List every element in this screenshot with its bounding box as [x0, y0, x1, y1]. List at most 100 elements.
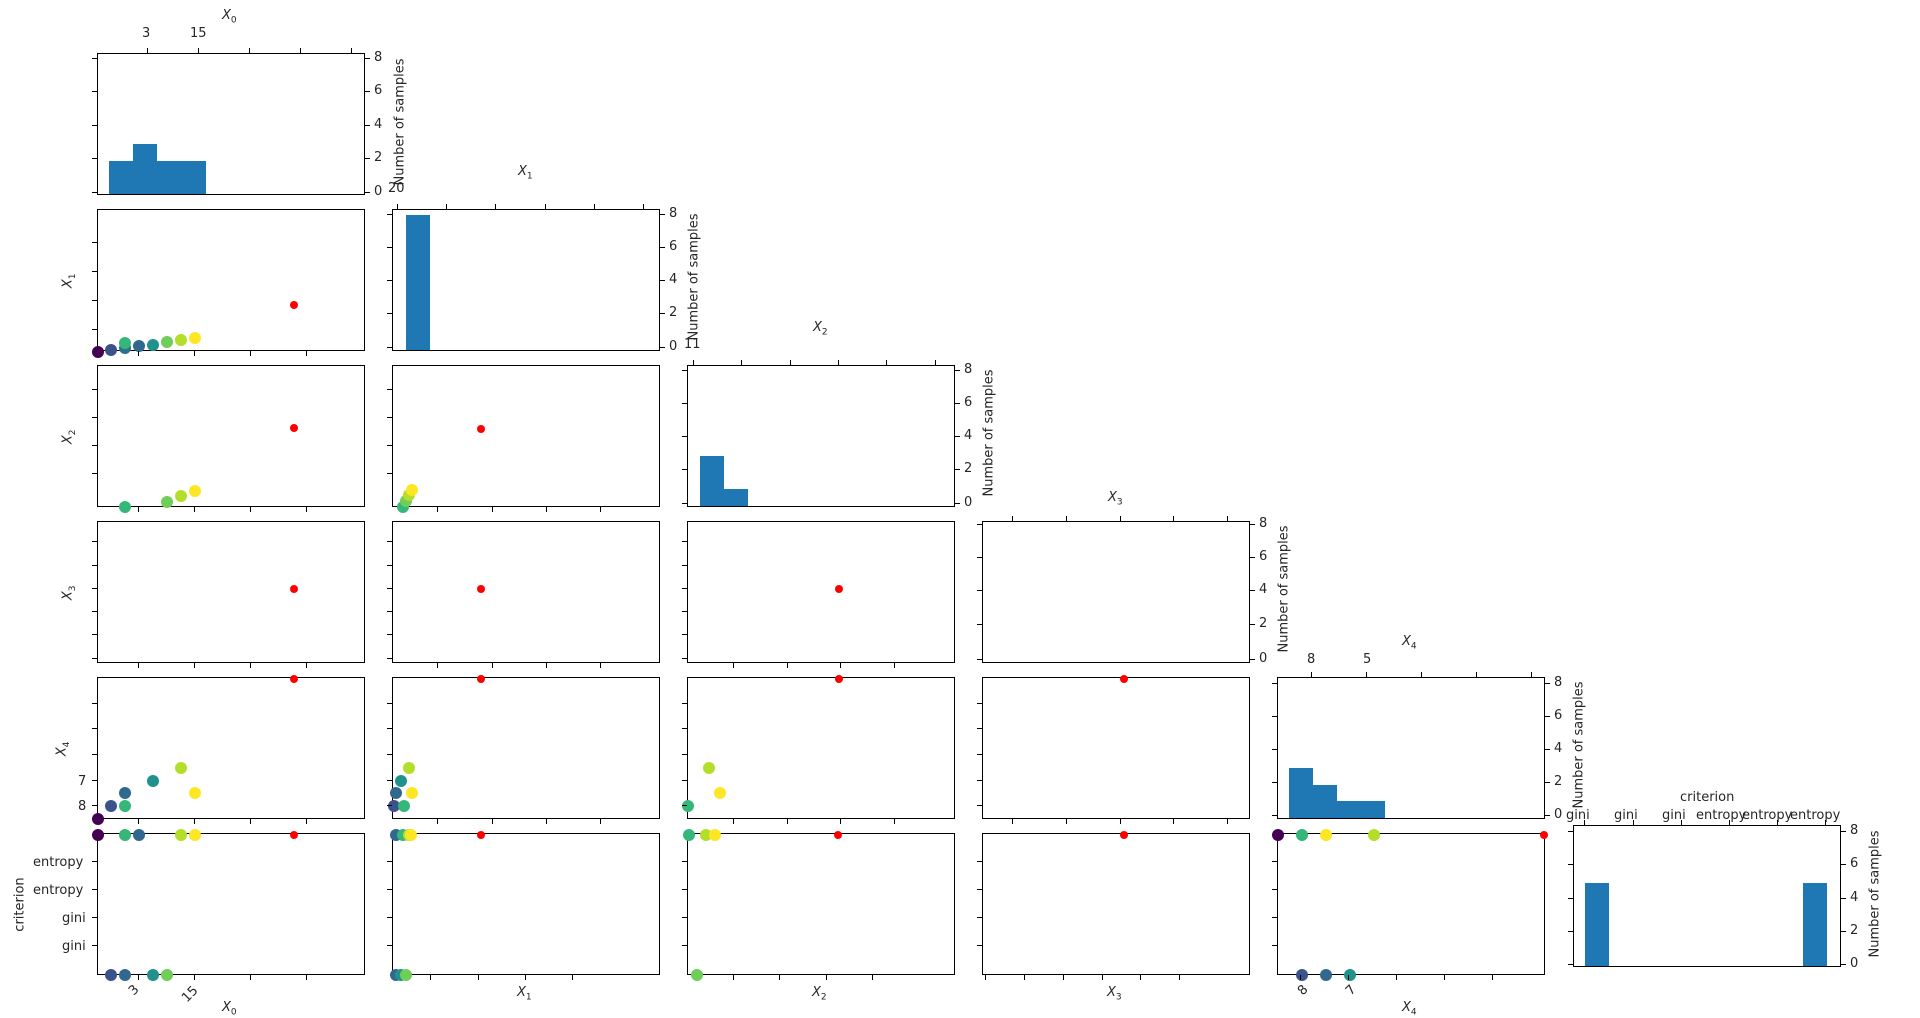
hist-bar [133, 144, 157, 194]
ytick-label: 4 [1259, 582, 1268, 597]
hist-x4 [1277, 677, 1545, 819]
hist-bar [724, 489, 748, 506]
top-tick-label: 15 [190, 26, 207, 41]
ylabel-nsamples: Number of samples [1571, 681, 1587, 809]
xtick-label: 7 [1342, 982, 1360, 999]
ylabel-nsamples: Number of samples [686, 213, 702, 341]
hist-bar [157, 161, 206, 194]
top-label-criterion: criterion [1680, 790, 1735, 805]
ytick-label: 0 [1259, 651, 1268, 666]
xlabel-x1: X1 [517, 985, 532, 1003]
ylabel-x2: X2 [60, 429, 79, 445]
scatter-x4-criterion [1272, 829, 1548, 981]
hist-x0 [97, 53, 365, 195]
ytick-label: 4 [669, 272, 678, 287]
ytick-label: 4 [964, 428, 973, 443]
top-label-x1: X1 [518, 164, 533, 182]
top-tick-label: 5 [1363, 652, 1372, 667]
top-tick-label: gini [1662, 808, 1686, 823]
top-label-x2: X2 [813, 320, 828, 338]
ytick-label: 8 [374, 50, 383, 65]
top-tick-label: gini [1566, 808, 1590, 823]
ytick-label: 8 [78, 799, 87, 814]
ytick-label: 8 [669, 206, 678, 221]
hist-bar [1337, 801, 1385, 818]
ylabel-criterion: criterion [12, 877, 28, 932]
hist-x2 [687, 365, 955, 507]
ytick-label: 7 [78, 774, 87, 789]
ylabel-nsamples: Number of samples [981, 369, 997, 497]
ytick-label: 0 [964, 495, 973, 510]
ylabel-x1: X1 [60, 273, 79, 289]
xlabel-x4: X4 [1402, 1000, 1417, 1018]
ylabel-nsamples: Number of samples [1276, 525, 1292, 653]
scatter-x0-x1 [92, 209, 365, 358]
scatter-x1-x2 [392, 365, 660, 513]
ytick-label: 8 [964, 362, 973, 377]
ytick-label: 6 [1850, 856, 1859, 871]
hist-bar [1803, 883, 1827, 966]
scatter-x0-x3 [97, 521, 365, 663]
scatter-x1-x4 [388, 675, 660, 819]
hist-bar [109, 161, 133, 194]
top-tick-label: 20 [388, 181, 405, 196]
ylabel-nsamples: Number of samples [1867, 830, 1883, 958]
ytick-label: 4 [1554, 741, 1563, 756]
xlabel-x0: X0 [222, 1000, 237, 1018]
ytick-label: 6 [1554, 708, 1563, 723]
ylabel-x3: X3 [60, 585, 79, 601]
ytick-label: gini [62, 939, 86, 954]
scatter-x0-criterion [92, 829, 365, 981]
top-tick-label: 3 [142, 26, 151, 41]
ytick-label: 6 [374, 83, 383, 98]
ytick-label: 0 [374, 184, 383, 199]
ylabel-x4: X4 [54, 741, 73, 757]
ytick-label: 6 [669, 239, 678, 254]
ytick-label: entropy [33, 855, 84, 870]
hist-bar [406, 215, 430, 350]
top-tick-label: entropy [1790, 808, 1841, 823]
scatter-x2-criterion [683, 829, 955, 981]
scatter-x2-x3 [687, 521, 955, 663]
ytick-label: 0 [669, 339, 678, 354]
scatter-x2-x4 [682, 675, 955, 819]
xtick-label: 8 [1294, 982, 1312, 999]
hist-bar [1289, 768, 1313, 818]
ytick-label: 2 [1259, 616, 1268, 631]
ytick-label: 8 [1259, 516, 1268, 531]
xtick-label: 3 [125, 982, 143, 999]
scatter-x3-x4 [982, 675, 1250, 819]
scatter-x1-x3 [392, 521, 660, 663]
ytick-label: 4 [1850, 890, 1859, 905]
hist-bar [1585, 883, 1609, 966]
hist-x3 [982, 521, 1250, 663]
ylabel-nsamples: Number of samples [392, 58, 408, 186]
scatter-x0-x2 [97, 365, 365, 513]
top-tick-label: gini [1614, 808, 1638, 823]
hist-x1 [392, 209, 660, 351]
top-label-x0: X0 [222, 8, 237, 26]
top-label-x3: X3 [1108, 490, 1123, 508]
ytick-label: 2 [1850, 923, 1859, 938]
ytick-label: 8 [1850, 823, 1859, 838]
hist-criterion [1573, 825, 1841, 967]
hist-bar [1313, 785, 1337, 818]
top-tick-label: 11 [684, 337, 701, 352]
ytick-label: 6 [964, 395, 973, 410]
xtick-label: 15 [179, 983, 202, 1006]
scatter-x1-criterion [390, 829, 660, 981]
top-tick-label: 8 [1307, 652, 1316, 667]
scatter-x0-x4 [92, 675, 365, 825]
ytick-label: 2 [964, 461, 973, 476]
ytick-label: 4 [374, 117, 383, 132]
hist-bar [700, 456, 724, 506]
ytick-label: 2 [669, 305, 678, 320]
ytick-label: 0 [1850, 956, 1859, 971]
ytick-label: 6 [1259, 549, 1268, 564]
top-tick-label: entropy [1696, 808, 1747, 823]
xlabel-x2: X2 [812, 985, 827, 1003]
ytick-label: 2 [374, 150, 383, 165]
ytick-label: 8 [1554, 675, 1563, 690]
top-label-x4: X4 [1402, 634, 1417, 652]
ytick-label: entropy [33, 883, 84, 898]
